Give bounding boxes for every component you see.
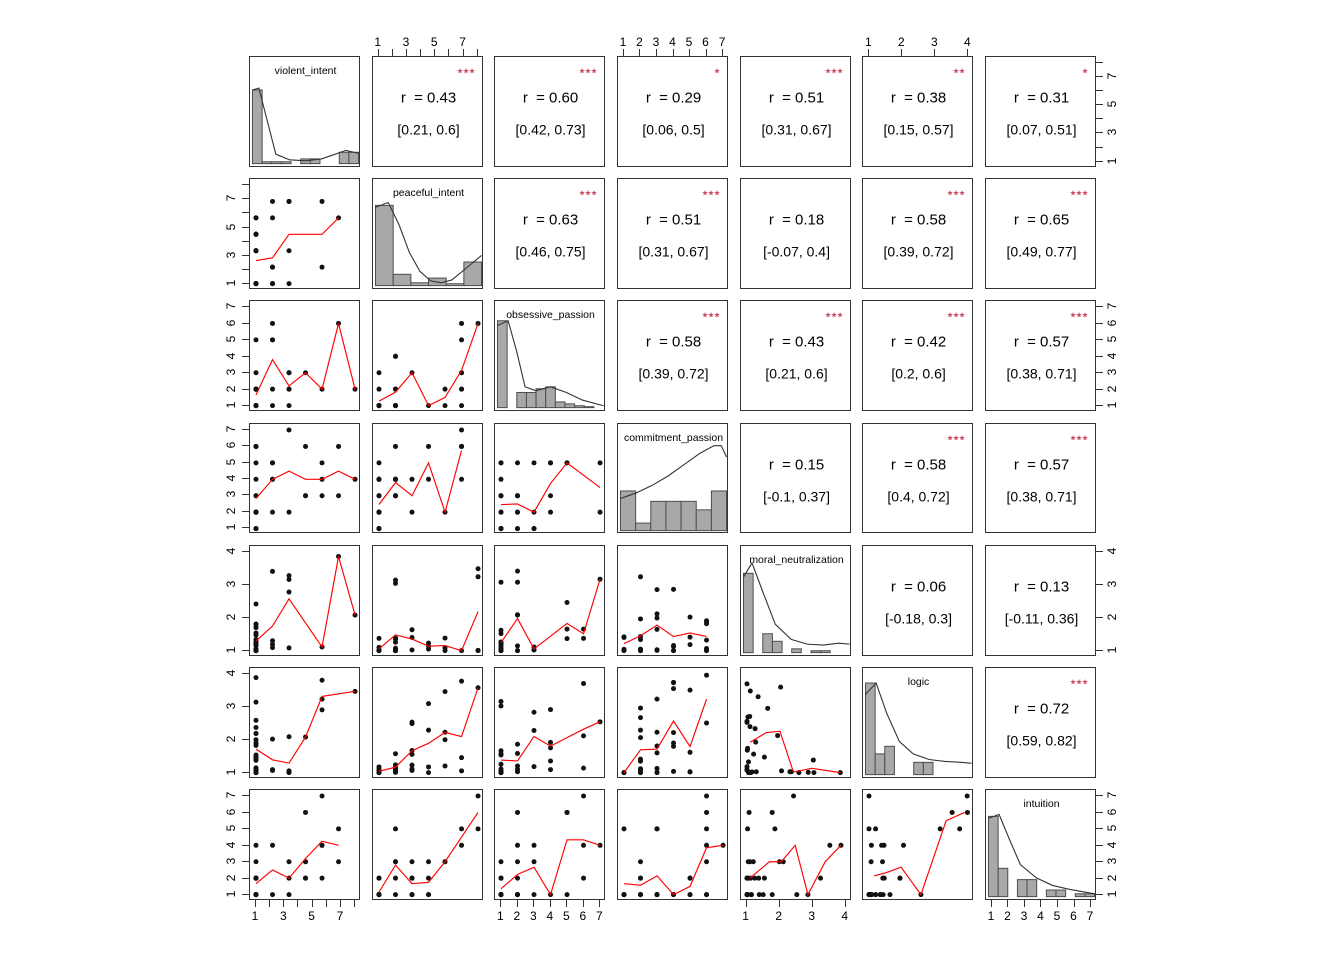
svg-text:r = 0.58: r = 0.58 [891,456,946,473]
svg-text:obsessive_passion: obsessive_passion [507,310,596,321]
svg-text:r = 0.57: r = 0.57 [1014,456,1069,473]
svg-text:[-0.1, 0.37]: [-0.1, 0.37] [763,488,830,504]
svg-text:[0.38, 0.71]: [0.38, 0.71] [1006,488,1076,504]
svg-text:commitment_passion: commitment_passion [624,433,723,444]
svg-text:[-0.18, 0.3]: [-0.18, 0.3] [885,610,952,626]
svg-text:r = 0.57: r = 0.57 [1014,334,1069,351]
svg-text:r = 0.43: r = 0.43 [768,334,823,351]
svg-text:r = 0.58: r = 0.58 [891,212,946,229]
svg-text:r = 0.58: r = 0.58 [646,334,701,351]
svg-text:intuition: intuition [1023,799,1059,810]
svg-text:[0.49, 0.77]: [0.49, 0.77] [1006,244,1076,260]
svg-text:[-0.07, 0.4]: [-0.07, 0.4] [763,244,830,260]
svg-text:[0.07, 0.51]: [0.07, 0.51] [1006,121,1076,137]
svg-text:r = 0.18: r = 0.18 [768,212,823,229]
svg-text:r = 0.38: r = 0.38 [891,89,946,106]
svg-text:peaceful_intent: peaceful_intent [393,188,464,199]
svg-text:[0.31, 0.67]: [0.31, 0.67] [639,244,709,260]
svg-text:[0.39, 0.72]: [0.39, 0.72] [639,366,709,382]
svg-text:moral_neutralization: moral_neutralization [749,555,844,566]
svg-text:[0.21, 0.6]: [0.21, 0.6] [397,121,459,137]
svg-text:[0.31, 0.67]: [0.31, 0.67] [761,121,831,137]
svg-text:r = 0.06: r = 0.06 [891,578,946,595]
svg-text:[0.42, 0.73]: [0.42, 0.73] [516,121,586,137]
svg-text:[0.15, 0.57]: [0.15, 0.57] [884,121,954,137]
svg-text:[0.2, 0.6]: [0.2, 0.6] [892,366,946,382]
svg-text:[0.4, 0.72]: [0.4, 0.72] [888,488,950,504]
svg-text:[0.46, 0.75]: [0.46, 0.75] [516,244,586,260]
svg-text:violent_intent: violent_intent [275,66,337,77]
svg-text:r = 0.51: r = 0.51 [768,89,823,106]
svg-text:[0.38, 0.71]: [0.38, 0.71] [1006,366,1076,382]
svg-text:[0.06, 0.5]: [0.06, 0.5] [642,121,704,137]
svg-text:[0.39, 0.72]: [0.39, 0.72] [884,244,954,260]
svg-text:r = 0.51: r = 0.51 [646,212,701,229]
svg-text:[-0.11, 0.36]: [-0.11, 0.36] [1005,610,1079,626]
svg-text:[0.59, 0.82]: [0.59, 0.82] [1006,732,1076,748]
svg-text:r = 0.63: r = 0.63 [523,212,578,229]
svg-text:logic: logic [908,677,930,688]
svg-text:r = 0.60: r = 0.60 [523,89,578,106]
svg-text:r = 0.72: r = 0.72 [1014,700,1069,717]
svg-text:r = 0.15: r = 0.15 [768,456,823,473]
svg-text:r = 0.42: r = 0.42 [891,334,946,351]
svg-text:r = 0.13: r = 0.13 [1014,578,1069,595]
svg-text:r = 0.43: r = 0.43 [400,89,455,106]
svg-text:r = 0.65: r = 0.65 [1014,212,1069,229]
svg-text:[0.21, 0.6]: [0.21, 0.6] [765,366,827,382]
svg-text:r = 0.31: r = 0.31 [1014,89,1069,106]
svg-text:r = 0.29: r = 0.29 [646,89,701,106]
